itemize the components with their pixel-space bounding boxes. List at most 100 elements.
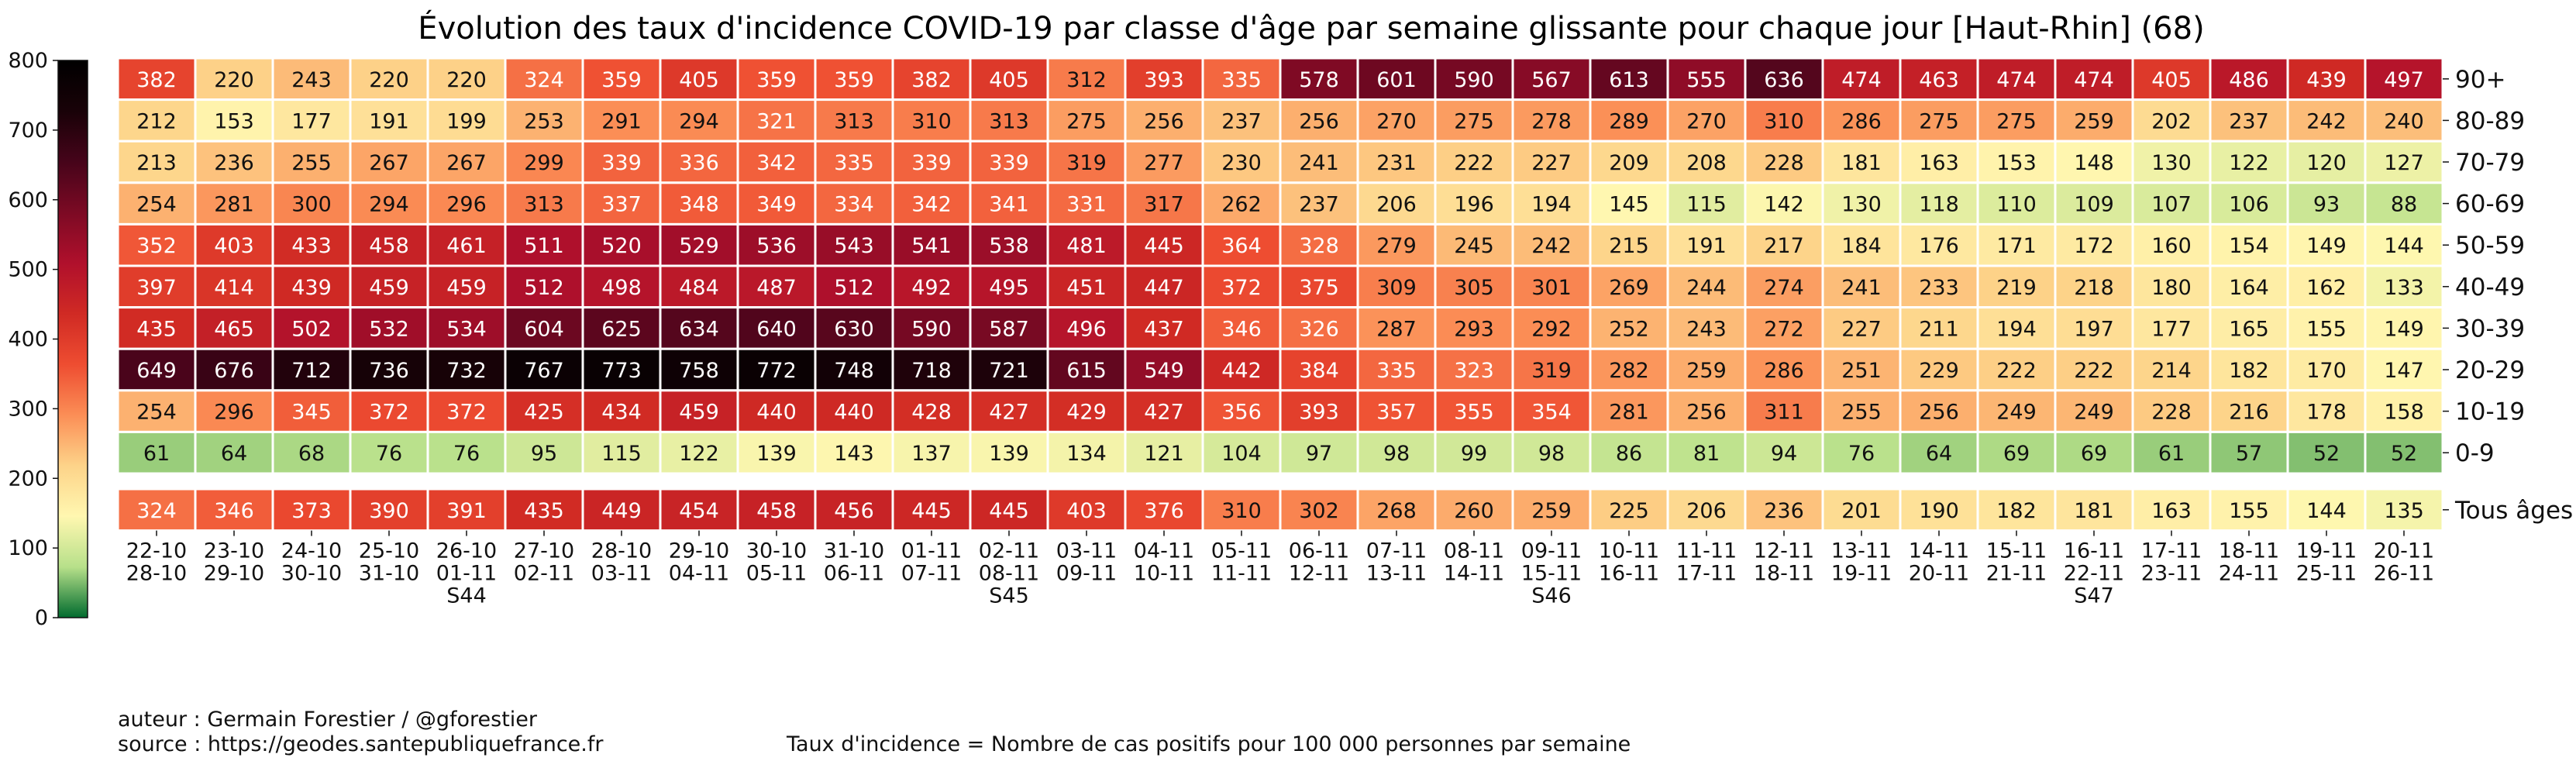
row-label: 20-29 bbox=[2455, 356, 2525, 384]
heatmap-cell-value: 372 bbox=[1221, 276, 1262, 300]
heatmap-cell bbox=[1279, 222, 1359, 267]
heatmap-cell-value: 275 bbox=[1066, 109, 1107, 133]
heatmap-cell-value: 384 bbox=[1299, 359, 1339, 383]
heatmap-cell bbox=[2286, 181, 2367, 226]
column-label-start: 14-11 bbox=[1909, 539, 1969, 563]
column-label-end: 07-11 bbox=[901, 562, 962, 586]
heatmap-cell bbox=[1666, 98, 1747, 143]
heatmap-cell bbox=[1821, 430, 1902, 475]
heatmap-cell-value: 69 bbox=[2003, 442, 2030, 466]
heatmap-cell-value: 81 bbox=[1693, 442, 1720, 466]
heatmap-cell-value: 52 bbox=[2313, 442, 2340, 466]
heatmap-cell-value: 130 bbox=[2151, 151, 2192, 175]
heatmap-cell bbox=[1046, 139, 1127, 184]
total-cell-value: 324 bbox=[136, 499, 177, 523]
column-label-start: 04-11 bbox=[1134, 539, 1194, 563]
total-cell-value: 302 bbox=[1299, 499, 1339, 523]
heatmap-cell-value: 634 bbox=[679, 317, 719, 341]
heatmap-cell-value: 237 bbox=[2229, 109, 2269, 133]
incidence-definition: Taux d'incidence = Nombre de cas positif… bbox=[787, 732, 1631, 756]
column-label-end: 06-11 bbox=[824, 562, 884, 586]
heatmap-cell-value: 149 bbox=[2306, 234, 2347, 258]
heatmap-cell bbox=[1046, 430, 1127, 475]
heatmap-cell-value: 244 bbox=[1686, 276, 1727, 300]
column-label-end: 19-11 bbox=[1831, 562, 1892, 586]
column-label-start: 26-10 bbox=[436, 539, 497, 563]
heatmap-cell-value: 326 bbox=[1299, 317, 1339, 341]
heatmap-cell-value: 122 bbox=[2229, 151, 2269, 175]
heatmap-cell-value: 440 bbox=[834, 401, 874, 425]
column-label-start: 09-11 bbox=[1521, 539, 1582, 563]
heatmap-cell-value: 222 bbox=[1996, 359, 2037, 383]
heatmap-cell-value: 197 bbox=[2074, 317, 2114, 341]
heatmap-cell-value: 181 bbox=[1841, 151, 1882, 175]
heatmap-cell bbox=[426, 181, 507, 226]
heatmap-cell bbox=[1046, 347, 1127, 392]
heatmap-cell-value: 269 bbox=[1609, 276, 1649, 300]
heatmap-cell-value: 289 bbox=[1609, 109, 1649, 133]
colorbar-tick-label: 400 bbox=[8, 328, 48, 352]
heatmap-cell-value: 172 bbox=[2074, 234, 2114, 258]
total-cell bbox=[736, 487, 817, 532]
heatmap-cell-value: 148 bbox=[2074, 151, 2114, 175]
heatmap-cell-value: 294 bbox=[679, 109, 719, 133]
total-cell bbox=[1589, 487, 1669, 532]
heatmap-cell-value: 512 bbox=[524, 276, 564, 300]
heatmap-cell-value: 275 bbox=[1919, 109, 1959, 133]
heatmap-cell-value: 425 bbox=[524, 401, 564, 425]
heatmap-cell bbox=[2209, 430, 2289, 475]
column-label-start: 08-11 bbox=[1444, 539, 1504, 563]
heatmap-cell-value: 255 bbox=[1841, 401, 1882, 425]
heatmap-cell bbox=[194, 98, 274, 143]
heatmap-cell-value: 549 bbox=[1144, 359, 1184, 383]
heatmap-cell-value: 256 bbox=[1299, 109, 1339, 133]
total-cell-value: 201 bbox=[1841, 499, 1882, 523]
heatmap-cell-value: 61 bbox=[143, 442, 170, 466]
heatmap-cell-value: 405 bbox=[679, 68, 719, 92]
total-cell bbox=[1046, 487, 1127, 532]
column-label-start: 25-10 bbox=[359, 539, 419, 563]
heatmap-cell bbox=[1666, 306, 1747, 350]
heatmap-cell-value: 590 bbox=[911, 317, 952, 341]
heatmap-cell-value: 301 bbox=[1531, 276, 1572, 300]
heatmap-cell-value: 191 bbox=[369, 109, 409, 133]
heatmap-cell-value: 459 bbox=[679, 401, 719, 425]
total-cell bbox=[2209, 487, 2289, 532]
heatmap-cell-value: 348 bbox=[679, 193, 719, 217]
total-cell bbox=[891, 487, 972, 532]
heatmap-cell bbox=[2131, 139, 2212, 184]
heatmap-cell-value: 382 bbox=[911, 68, 952, 92]
column-labels: 22-1028-1023-1029-1024-1030-1025-1031-10… bbox=[126, 530, 2434, 608]
heatmap-cell bbox=[969, 139, 1049, 184]
heatmap-cell-value: 163 bbox=[1919, 151, 1959, 175]
heatmap-cell-value: 359 bbox=[756, 68, 797, 92]
heatmap-cell bbox=[116, 389, 197, 433]
column-label-start: 20-11 bbox=[2374, 539, 2434, 563]
heatmap-cell bbox=[1046, 181, 1127, 226]
heatmap-cell-value: 337 bbox=[601, 193, 642, 217]
heatmap-cell bbox=[2054, 264, 2134, 309]
heatmap-cell bbox=[736, 306, 817, 350]
heatmap-cell-value: 130 bbox=[1841, 193, 1882, 217]
heatmap-cell-value: 335 bbox=[834, 151, 874, 175]
heatmap-cell bbox=[1434, 430, 1514, 475]
heatmap-cell-value: 144 bbox=[2384, 234, 2424, 258]
heatmap-cell-value: 313 bbox=[524, 193, 564, 217]
heatmap-cell-value: 334 bbox=[834, 193, 874, 217]
heatmap-cell-value: 372 bbox=[369, 401, 409, 425]
heatmap-cell bbox=[271, 181, 352, 226]
heatmap-cell bbox=[1511, 347, 1592, 392]
heatmap-cell-value: 122 bbox=[679, 442, 719, 466]
heatmap-cell-value: 64 bbox=[221, 442, 247, 466]
row-label: 50-59 bbox=[2455, 232, 2525, 260]
heatmap-cell-value: 242 bbox=[1531, 234, 1572, 258]
heatmap-cell bbox=[1046, 222, 1127, 267]
heatmap-cell bbox=[1356, 98, 1437, 143]
column-label-end: 22-11 bbox=[2064, 562, 2124, 586]
heatmap-cell bbox=[814, 181, 894, 226]
heatmap-cell-value: 445 bbox=[1144, 234, 1184, 258]
heatmap-cell-value: 61 bbox=[2158, 442, 2185, 466]
heatmap-cell-value: 293 bbox=[1454, 317, 1494, 341]
heatmap-cell bbox=[2286, 430, 2367, 475]
heatmap-cell-value: 511 bbox=[524, 234, 564, 258]
